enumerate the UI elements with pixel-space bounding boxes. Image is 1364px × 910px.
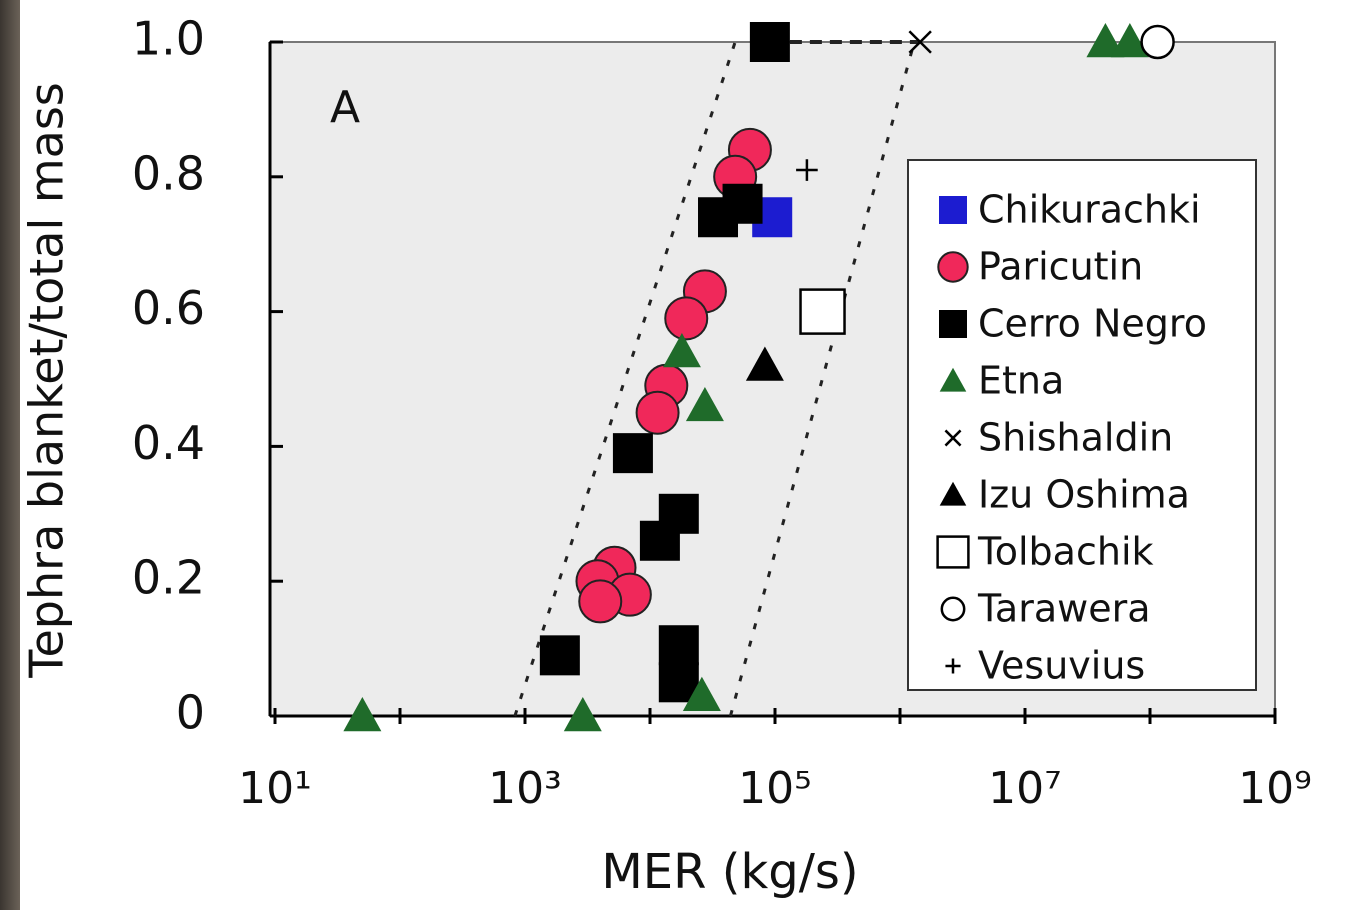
marker [801, 290, 845, 334]
marker [1142, 26, 1174, 58]
panel-label: A [330, 82, 360, 133]
background-strip [0, 0, 20, 910]
legend-label: Tarawera [977, 587, 1150, 631]
legend-marker [939, 310, 967, 338]
x-tick-label: 10¹ [238, 763, 312, 814]
marker [698, 197, 738, 237]
y-tick-label: 0.2 [132, 551, 205, 605]
x-axis-title: MER (kg/s) [601, 844, 858, 900]
legend-label: Vesuvius [978, 644, 1145, 688]
legend-label: Chikurachki [978, 188, 1201, 232]
x-tick-label: 10⁵ [738, 763, 812, 814]
y-tick-label: 1.0 [132, 12, 205, 66]
plot: 0 0.2 0.4 0.6 0.8 1.0 10¹ 10³ 10⁵ 10⁷ 10⁹ Chikurach… [132, 12, 1312, 815]
y-tick-label: 0.8 [132, 146, 205, 200]
legend-label: Cerro Negro [978, 302, 1207, 346]
marker [665, 297, 707, 339]
legend-marker [942, 598, 964, 620]
marker [750, 22, 790, 62]
marker [640, 521, 680, 561]
legend-label: Izu Oshima [978, 473, 1190, 517]
marker [540, 635, 580, 675]
legend-label: Etna [978, 359, 1064, 403]
marker [579, 580, 621, 622]
legend-label: Shishaldin [978, 416, 1173, 460]
x-tick-label: 10⁹ [1238, 763, 1312, 814]
y-tick-label: 0 [176, 686, 205, 740]
x-tick-label: 10⁷ [988, 763, 1062, 814]
y-tick-label: 0.6 [132, 281, 205, 335]
y-tick-label: 0.4 [132, 416, 205, 470]
x-tick-label: 10³ [488, 763, 562, 814]
legend-label: Tolbachik [977, 530, 1154, 574]
legend-marker [938, 252, 967, 281]
legend-marker [938, 537, 969, 568]
marker [637, 392, 679, 434]
marker [659, 625, 699, 665]
y-axis-title: Tephra blanket/total mass [20, 82, 74, 679]
legend-label: Paricutin [978, 245, 1143, 289]
marker [613, 433, 653, 473]
legend-marker [939, 196, 967, 224]
chart: 0 0.2 0.4 0.6 0.8 1.0 10¹ 10³ 10⁵ 10⁷ 10⁹ Chikurach… [0, 0, 1364, 910]
